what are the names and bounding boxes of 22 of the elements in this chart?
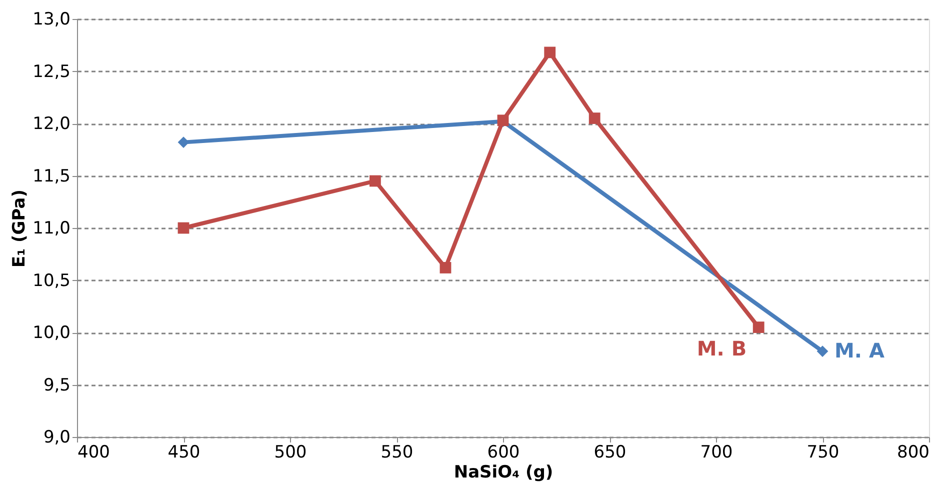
x-tick-label: 600 (487, 442, 520, 462)
y-tick-label: 9,5 (43, 375, 70, 396)
x-tick-label: 450 (168, 442, 200, 462)
series-label: M. B (696, 336, 747, 360)
y-tick-label: 10,5 (32, 270, 70, 291)
x-tick-label: 650 (594, 442, 626, 462)
x-tick-label: 500 (274, 442, 307, 462)
x-axis-title: NaSiO₄ (g) (454, 462, 554, 482)
y-tick-label: 11,5 (32, 166, 70, 186)
y-tick-label: 9,0 (43, 428, 70, 448)
x-tick-label: 800 (897, 442, 930, 462)
series-label: M. A (834, 338, 885, 362)
y-tick-label: 11,0 (32, 218, 70, 238)
y-tick-label: 12,0 (32, 114, 70, 134)
y-axis-title: E₁ (GPa) (10, 190, 30, 268)
x-tick-label: 750 (806, 442, 840, 462)
x-tick-label: 550 (380, 442, 414, 462)
y-tick-label: 10,0 (32, 323, 70, 343)
x-tick-label: 400 (78, 442, 110, 462)
y-tick-label: 13,0 (32, 10, 70, 30)
y-tick-label: 12,5 (32, 62, 70, 82)
x-tick-label: 700 (700, 442, 733, 462)
